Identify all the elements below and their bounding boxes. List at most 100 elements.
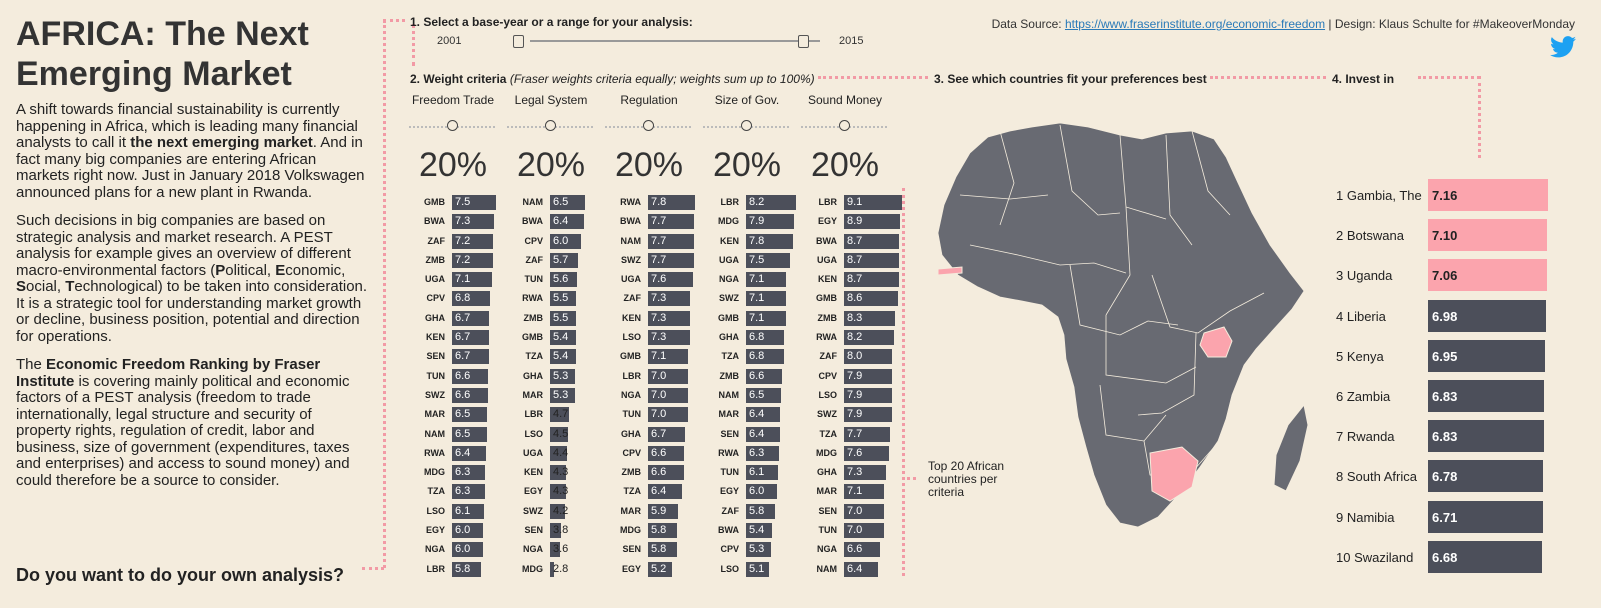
criteria-row[interactable]: MAR 7.1 <box>799 482 891 501</box>
criteria-row[interactable]: ZMB 6.6 <box>603 463 695 482</box>
criteria-row[interactable]: ZAF 7.2 <box>407 232 499 251</box>
ranking-row[interactable]: 4 Liberia 6.98 <box>1336 299 1548 339</box>
weight-slider[interactable] <box>799 117 891 137</box>
africa-map[interactable] <box>930 95 1310 540</box>
criteria-row[interactable]: NAM 6.5 <box>701 386 793 405</box>
ranking-row[interactable]: 5 Kenya 6.95 <box>1336 339 1548 379</box>
criteria-row[interactable]: NGA 6.6 <box>799 540 891 559</box>
criteria-row[interactable]: LSO 4.5 <box>505 425 597 444</box>
criteria-row[interactable]: ZAF 5.7 <box>505 251 597 270</box>
criteria-row[interactable]: LSO 7.3 <box>603 328 695 347</box>
ranking-row[interactable]: 9 Namibia 6.71 <box>1336 500 1548 540</box>
criteria-row[interactable]: LBR 9.1 <box>799 193 903 212</box>
criteria-row[interactable]: KEN 7.8 <box>701 232 793 251</box>
criteria-row[interactable]: SEN 6.4 <box>701 425 793 444</box>
criteria-row[interactable]: ZMB 8.3 <box>799 309 896 328</box>
criteria-row[interactable]: NAM 7.7 <box>603 232 695 251</box>
criteria-row[interactable]: BWA 8.7 <box>799 232 899 251</box>
criteria-row[interactable]: TUN 6.1 <box>701 463 793 482</box>
criteria-row[interactable]: TZA 7.7 <box>799 425 891 444</box>
criteria-row[interactable]: LSO 5.1 <box>701 560 793 579</box>
criteria-row[interactable]: GHA 7.3 <box>799 463 891 482</box>
criteria-row[interactable]: GHA 6.7 <box>407 309 499 328</box>
ranking-row[interactable]: 6 Zambia 6.83 <box>1336 379 1548 419</box>
criteria-row[interactable]: TZA 6.4 <box>603 482 695 501</box>
criteria-row[interactable]: BWA 6.4 <box>505 212 597 231</box>
criteria-row[interactable]: GMB 5.4 <box>505 328 597 347</box>
criteria-row[interactable]: BWA 7.3 <box>407 212 499 231</box>
criteria-row[interactable]: MDG 6.3 <box>407 463 499 482</box>
criteria-row[interactable]: LBR 5.8 <box>407 560 499 579</box>
weight-slider-knob[interactable] <box>741 120 752 131</box>
criteria-row[interactable]: GMB 7.5 <box>407 193 499 212</box>
criteria-row[interactable]: MDG 7.9 <box>701 212 794 231</box>
criteria-row[interactable]: NGA 7.0 <box>603 386 695 405</box>
criteria-row[interactable]: LSO 7.9 <box>799 386 892 405</box>
criteria-row[interactable]: SEN 6.7 <box>407 347 499 366</box>
criteria-row[interactable]: GMB 8.6 <box>799 289 898 308</box>
criteria-row[interactable]: GMB 7.1 <box>701 309 793 328</box>
criteria-row[interactable]: GHA 6.7 <box>603 425 695 444</box>
criteria-row[interactable]: UGA 7.6 <box>603 270 695 289</box>
criteria-row[interactable]: NAM 6.5 <box>407 425 499 444</box>
criteria-row[interactable]: RWA 8.2 <box>799 328 895 347</box>
criteria-row[interactable]: KEN 7.3 <box>603 309 695 328</box>
criteria-row[interactable]: NGA 6.0 <box>407 540 499 559</box>
ranking-row[interactable]: 8 South Africa 6.78 <box>1336 459 1548 499</box>
criteria-row[interactable]: BWA 5.4 <box>701 521 793 540</box>
criteria-row[interactable]: UGA 8.7 <box>799 251 899 270</box>
criteria-row[interactable]: NGA 7.1 <box>701 270 793 289</box>
criteria-row[interactable]: SEN 7.0 <box>799 502 891 521</box>
weight-slider-knob[interactable] <box>545 120 556 131</box>
criteria-row[interactable]: TUN 5.6 <box>505 270 597 289</box>
criteria-row[interactable]: ZAF 7.3 <box>603 289 695 308</box>
criteria-row[interactable]: LBR 8.2 <box>701 193 797 212</box>
criteria-row[interactable]: MAR 6.4 <box>701 405 793 424</box>
weight-slider-knob[interactable] <box>447 120 458 131</box>
weight-slider-knob[interactable] <box>643 120 654 131</box>
weight-slider[interactable] <box>603 117 695 137</box>
year-start-handle[interactable] <box>513 35 524 48</box>
year-end-handle[interactable] <box>798 35 809 48</box>
criteria-row[interactable]: KEN 6.7 <box>407 328 499 347</box>
source-link[interactable]: https://www.fraserinstitute.org/economic… <box>1064 17 1326 31</box>
criteria-row[interactable]: CPV 7.9 <box>799 367 892 386</box>
ranking-row[interactable]: 3 Uganda 7.06 <box>1336 258 1548 298</box>
criteria-row[interactable]: SEN 3.8 <box>505 521 597 540</box>
criteria-row[interactable]: KEN 4.3 <box>505 463 597 482</box>
criteria-row[interactable]: TUN 7.0 <box>799 521 891 540</box>
criteria-row[interactable]: SWZ 7.9 <box>799 405 892 424</box>
criteria-row[interactable]: EGY 6.0 <box>407 521 499 540</box>
criteria-row[interactable]: SWZ 6.6 <box>407 386 499 405</box>
criteria-row[interactable]: KEN 8.7 <box>799 270 899 289</box>
criteria-row[interactable]: CPV 6.8 <box>407 289 499 308</box>
criteria-row[interactable]: LBR 7.0 <box>603 367 695 386</box>
criteria-row[interactable]: GMB 7.1 <box>603 347 695 366</box>
criteria-row[interactable]: CPV 5.3 <box>701 540 793 559</box>
criteria-row[interactable]: LSO 6.1 <box>407 502 499 521</box>
criteria-row[interactable]: MAR 5.9 <box>603 502 695 521</box>
twitter-icon[interactable] <box>1550 36 1576 63</box>
criteria-row[interactable]: ZAF 5.8 <box>701 502 793 521</box>
criteria-row[interactable]: MAR 6.5 <box>407 405 499 424</box>
criteria-row[interactable]: SWZ 7.1 <box>701 289 793 308</box>
weight-slider[interactable] <box>505 117 597 137</box>
criteria-row[interactable]: ZMB 7.2 <box>407 251 499 270</box>
criteria-row[interactable]: MAR 5.3 <box>505 386 597 405</box>
criteria-row[interactable]: SWZ 7.7 <box>603 251 695 270</box>
criteria-row[interactable]: SWZ 4.2 <box>505 502 597 521</box>
criteria-row[interactable]: NAM 6.4 <box>799 560 891 579</box>
criteria-row[interactable]: RWA 6.4 <box>407 444 499 463</box>
criteria-row[interactable]: RWA 6.3 <box>701 444 793 463</box>
criteria-row[interactable]: CPV 6.0 <box>505 232 597 251</box>
criteria-row[interactable]: RWA 7.8 <box>603 193 695 212</box>
criteria-row[interactable]: MDG 7.6 <box>799 444 891 463</box>
criteria-row[interactable]: BWA 7.7 <box>603 212 695 231</box>
criteria-row[interactable]: ZAF 8.0 <box>799 347 893 366</box>
criteria-row[interactable]: CPV 6.6 <box>603 444 695 463</box>
ranking-row[interactable]: 1 Gambia, The 7.16 <box>1336 178 1548 218</box>
weight-slider-knob[interactable] <box>839 120 850 131</box>
criteria-row[interactable]: UGA 7.5 <box>701 251 793 270</box>
criteria-row[interactable]: GHA 6.8 <box>701 328 793 347</box>
criteria-row[interactable]: ZMB 5.5 <box>505 309 597 328</box>
